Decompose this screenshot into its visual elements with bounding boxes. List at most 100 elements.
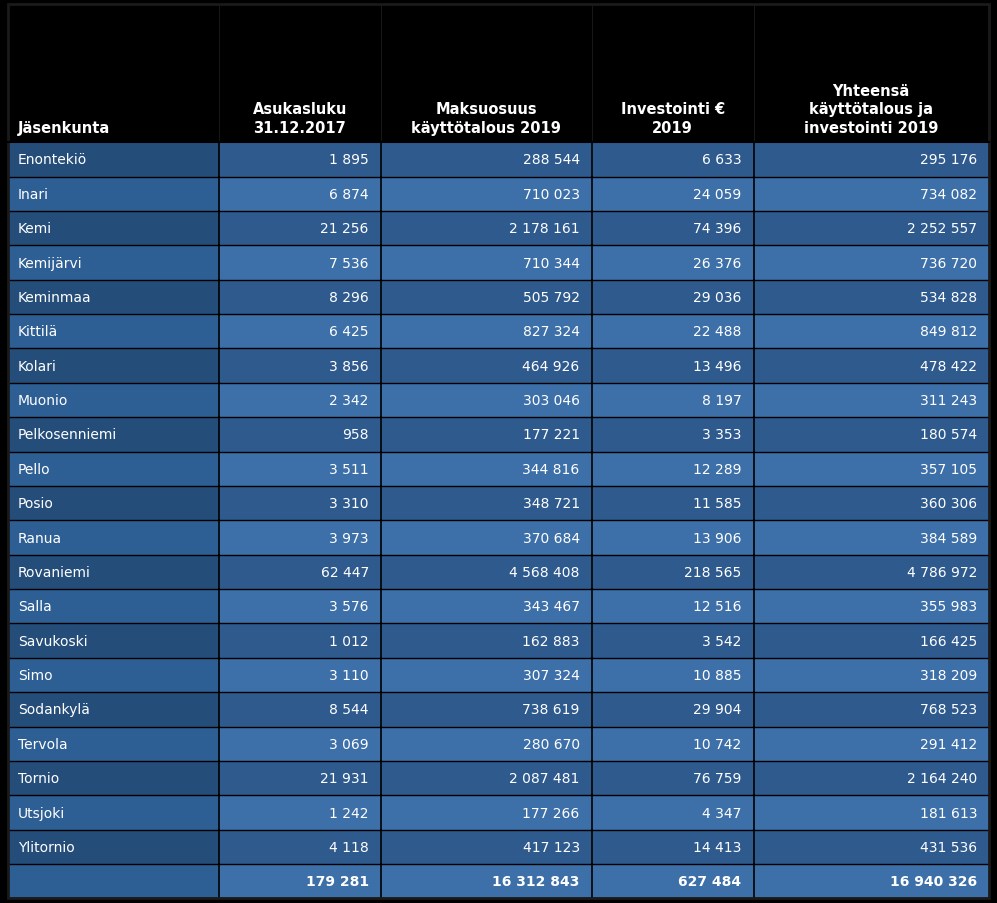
Bar bbox=[8, 727, 219, 761]
Bar bbox=[8, 555, 989, 590]
Text: 417 123: 417 123 bbox=[522, 840, 579, 854]
Bar bbox=[8, 349, 989, 384]
Text: Asukasluku
31.12.2017: Asukasluku 31.12.2017 bbox=[252, 102, 347, 135]
Text: 311 243: 311 243 bbox=[920, 394, 977, 407]
Text: 478 422: 478 422 bbox=[920, 359, 977, 373]
Text: Simo: Simo bbox=[18, 668, 53, 683]
Text: 1 895: 1 895 bbox=[329, 154, 369, 167]
Text: 76 759: 76 759 bbox=[693, 771, 742, 786]
Text: Investointi €
2019: Investointi € 2019 bbox=[620, 102, 725, 135]
Bar bbox=[8, 590, 219, 624]
Text: 307 324: 307 324 bbox=[522, 668, 579, 683]
Bar bbox=[8, 177, 219, 211]
Bar bbox=[8, 624, 989, 658]
Text: 344 816: 344 816 bbox=[522, 462, 579, 476]
Text: 768 523: 768 523 bbox=[920, 703, 977, 717]
Bar bbox=[8, 452, 989, 487]
Bar bbox=[8, 143, 219, 177]
Text: 7 536: 7 536 bbox=[329, 256, 369, 270]
Bar bbox=[8, 830, 219, 864]
Text: 29 904: 29 904 bbox=[693, 703, 742, 717]
Bar bbox=[8, 658, 219, 693]
Text: 4 786 972: 4 786 972 bbox=[906, 565, 977, 580]
Bar bbox=[8, 590, 989, 624]
Text: 180 574: 180 574 bbox=[920, 428, 977, 442]
Text: Ylitornio: Ylitornio bbox=[18, 840, 75, 854]
Text: 14 413: 14 413 bbox=[693, 840, 742, 854]
Text: 710 023: 710 023 bbox=[522, 188, 579, 201]
Text: 4 118: 4 118 bbox=[329, 840, 369, 854]
Text: 849 812: 849 812 bbox=[919, 325, 977, 339]
Text: 303 046: 303 046 bbox=[522, 394, 579, 407]
Text: 627 484: 627 484 bbox=[679, 874, 742, 889]
Text: 734 082: 734 082 bbox=[920, 188, 977, 201]
Text: 4 347: 4 347 bbox=[702, 805, 742, 820]
Text: 6 874: 6 874 bbox=[329, 188, 369, 201]
Text: Savukoski: Savukoski bbox=[18, 634, 88, 648]
Text: Muonio: Muonio bbox=[18, 394, 69, 407]
Bar bbox=[8, 384, 989, 418]
Text: 318 209: 318 209 bbox=[920, 668, 977, 683]
Text: Yhteensä
käyttötalous ja
investointi 2019: Yhteensä käyttötalous ja investointi 201… bbox=[805, 84, 938, 135]
Bar bbox=[8, 693, 989, 727]
Text: 464 926: 464 926 bbox=[522, 359, 579, 373]
Text: 348 721: 348 721 bbox=[522, 497, 579, 510]
Text: 2 087 481: 2 087 481 bbox=[509, 771, 579, 786]
Text: 12 289: 12 289 bbox=[693, 462, 742, 476]
Bar bbox=[8, 487, 219, 521]
Text: Tornio: Tornio bbox=[18, 771, 59, 786]
Bar bbox=[8, 864, 989, 898]
Text: 26 376: 26 376 bbox=[693, 256, 742, 270]
Text: 29 036: 29 036 bbox=[693, 291, 742, 304]
Bar bbox=[8, 624, 219, 658]
Bar bbox=[8, 761, 989, 796]
Text: 738 619: 738 619 bbox=[522, 703, 579, 717]
Text: 4 568 408: 4 568 408 bbox=[509, 565, 579, 580]
Text: 1 012: 1 012 bbox=[329, 634, 369, 648]
Text: 3 353: 3 353 bbox=[702, 428, 742, 442]
Text: Ranua: Ranua bbox=[18, 531, 62, 545]
Text: 360 306: 360 306 bbox=[920, 497, 977, 510]
Text: 3 110: 3 110 bbox=[329, 668, 369, 683]
Bar bbox=[8, 418, 989, 452]
Text: Jäsenkunta: Jäsenkunta bbox=[18, 121, 111, 135]
Text: 827 324: 827 324 bbox=[522, 325, 579, 339]
Text: 2 164 240: 2 164 240 bbox=[907, 771, 977, 786]
Text: 16 940 326: 16 940 326 bbox=[890, 874, 977, 889]
Text: 10 742: 10 742 bbox=[693, 737, 742, 751]
Text: 6 633: 6 633 bbox=[702, 154, 742, 167]
Text: 8 296: 8 296 bbox=[329, 291, 369, 304]
Bar bbox=[8, 693, 219, 727]
Text: 22 488: 22 488 bbox=[693, 325, 742, 339]
Bar bbox=[8, 177, 989, 211]
Bar bbox=[8, 349, 219, 384]
Text: 74 396: 74 396 bbox=[693, 222, 742, 236]
Text: 62 447: 62 447 bbox=[321, 565, 369, 580]
Text: 357 105: 357 105 bbox=[920, 462, 977, 476]
Text: Kittilä: Kittilä bbox=[18, 325, 58, 339]
Text: 2 178 161: 2 178 161 bbox=[509, 222, 579, 236]
Bar bbox=[8, 761, 219, 796]
Text: 291 412: 291 412 bbox=[920, 737, 977, 751]
Text: 181 613: 181 613 bbox=[919, 805, 977, 820]
Bar bbox=[8, 452, 219, 487]
Text: Utsjoki: Utsjoki bbox=[18, 805, 65, 820]
Text: 505 792: 505 792 bbox=[522, 291, 579, 304]
Text: 2 252 557: 2 252 557 bbox=[907, 222, 977, 236]
Text: Pello: Pello bbox=[18, 462, 51, 476]
Text: 2 342: 2 342 bbox=[329, 394, 369, 407]
Text: 8 197: 8 197 bbox=[702, 394, 742, 407]
Text: 21 931: 21 931 bbox=[320, 771, 369, 786]
Text: 288 544: 288 544 bbox=[522, 154, 579, 167]
Bar bbox=[8, 418, 219, 452]
Text: 13 496: 13 496 bbox=[693, 359, 742, 373]
Text: Kemijärvi: Kemijärvi bbox=[18, 256, 83, 270]
Bar bbox=[8, 796, 219, 830]
Text: 355 983: 355 983 bbox=[920, 600, 977, 614]
Bar bbox=[8, 281, 219, 315]
Text: Salla: Salla bbox=[18, 600, 52, 614]
Text: 1 242: 1 242 bbox=[329, 805, 369, 820]
Text: 177 266: 177 266 bbox=[522, 805, 579, 820]
Bar bbox=[8, 211, 219, 247]
Bar bbox=[8, 5, 989, 143]
